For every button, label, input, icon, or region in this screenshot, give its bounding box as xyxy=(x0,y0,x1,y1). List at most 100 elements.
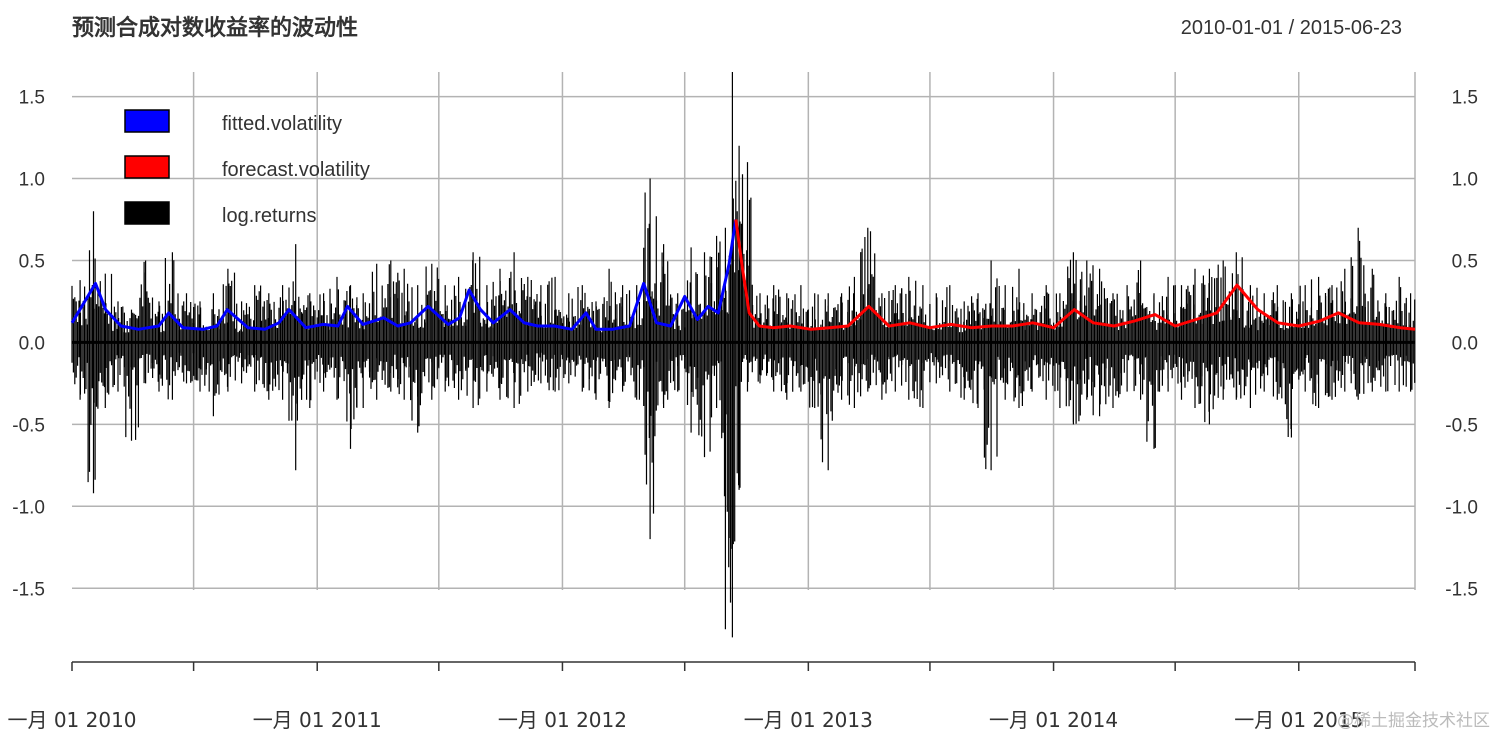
x-tick-label: 一月 01 2014 xyxy=(989,708,1118,732)
log-returns-segment xyxy=(492,268,507,400)
log-returns-segment xyxy=(834,293,849,400)
log-returns-segment xyxy=(465,252,481,408)
log-returns-segment xyxy=(643,178,657,540)
log-returns-segment xyxy=(369,263,385,400)
log-returns-segment xyxy=(1201,268,1217,425)
legend-swatch xyxy=(124,201,170,225)
legend-label: fitted.volatility xyxy=(222,113,342,135)
log-returns-segment xyxy=(164,252,180,400)
log-returns-segment xyxy=(410,285,426,433)
log-returns-segment xyxy=(752,293,768,384)
y-tick-label-left: 1.0 xyxy=(19,170,45,191)
log-returns-segment xyxy=(1053,293,1067,408)
log-returns-segment xyxy=(1160,276,1176,392)
x-tick-label: 一月 01 2013 xyxy=(744,708,873,732)
log-returns-segment xyxy=(614,285,631,392)
log-returns-segment xyxy=(260,293,277,400)
log-returns-segment xyxy=(247,285,262,392)
log-returns-segment xyxy=(479,285,494,392)
log-returns-segment xyxy=(929,293,944,384)
log-returns-segment xyxy=(1133,260,1148,400)
log-returns-segment xyxy=(288,244,303,471)
y-tick-label-right: 1.0 xyxy=(1452,170,1478,191)
log-returns-segment xyxy=(696,252,713,458)
date-range-label: 2010-01-01 / 2015-06-23 xyxy=(1181,17,1402,39)
log-returns-segment xyxy=(711,235,722,408)
log-returns-segment xyxy=(983,260,998,471)
log-returns-segment xyxy=(820,293,836,471)
log-returns-segment xyxy=(506,252,522,408)
log-returns-segment xyxy=(193,301,207,392)
log-returns-segment xyxy=(779,293,794,400)
x-tick-label: 一月 01 2012 xyxy=(498,708,627,732)
chart-title: 预测合成对数收益率的波动性 xyxy=(72,15,358,41)
log-returns-segment xyxy=(356,293,371,408)
y-tick-label-left: 0.0 xyxy=(19,333,45,354)
log-returns-segment xyxy=(1065,252,1081,425)
y-tick-label-left: -0.5 xyxy=(12,415,45,436)
log-returns-segment xyxy=(888,285,903,392)
log-returns-segment xyxy=(1270,285,1284,400)
log-returns-segment xyxy=(901,276,917,400)
log-returns-segment xyxy=(728,72,736,638)
log-returns-segment xyxy=(915,285,931,408)
y-tick-label-right: 0.5 xyxy=(1452,251,1478,272)
log-returns-segment xyxy=(1187,268,1203,408)
log-returns-segment xyxy=(438,285,452,392)
log-returns-segment xyxy=(735,145,742,490)
volatility-series xyxy=(70,219,1416,331)
legend-label: log.returns xyxy=(222,205,317,227)
log-returns-segment xyxy=(1012,268,1026,408)
log-returns-segment xyxy=(111,301,125,392)
x-axis: 一月 01 2010 一月 01 2011 一月 01 2012 一月 01 2013… xyxy=(7,661,1416,732)
log-returns-segment xyxy=(956,301,972,400)
y-tick-label-right: 1.5 xyxy=(1452,88,1478,109)
y-axis-left: 1.5 1.0 0.5 0.0 -0.5 -1.0 -1.5 xyxy=(12,88,45,601)
log-returns-segment xyxy=(178,293,195,384)
log-returns-segment xyxy=(533,285,548,384)
log-returns-segment xyxy=(520,276,535,392)
log-returns-segment xyxy=(329,276,345,400)
log-returns-segment xyxy=(205,293,221,417)
log-returns-segment xyxy=(1079,260,1094,400)
log-returns-segment xyxy=(1298,285,1312,392)
log-returns-segment xyxy=(424,263,440,400)
log-returns-segment xyxy=(1337,268,1352,392)
fitted-volatility-line xyxy=(70,219,738,331)
log-returns-segment xyxy=(1242,285,1258,408)
y-axis-right: 1.5 1.0 0.5 0.0 -0.5 -1.0 -1.5 xyxy=(1445,88,1478,601)
watermark: @稀土掘金技术社区 xyxy=(1337,711,1490,731)
log-returns-segment xyxy=(219,268,236,392)
y-tick-label-right: -1.5 xyxy=(1445,579,1478,600)
log-returns-segment xyxy=(1350,227,1366,400)
legend-swatch xyxy=(124,155,170,179)
log-returns-segment xyxy=(451,276,467,400)
log-returns-segment xyxy=(397,268,411,400)
x-tick-label: 一月 01 2010 xyxy=(7,708,136,732)
log-returns-segment xyxy=(1119,285,1135,392)
log-returns-segment xyxy=(874,293,890,400)
log-returns-segment xyxy=(561,293,576,384)
x-tick-label: 一月 01 2015 xyxy=(1234,708,1363,732)
log-returns-segment xyxy=(1283,293,1299,438)
legend-swatch xyxy=(124,109,170,133)
log-returns-segment xyxy=(942,285,958,392)
y-tick-label-left: -1.5 xyxy=(12,579,45,600)
y-tick-label-left: 0.5 xyxy=(19,251,45,272)
log-returns-series xyxy=(71,72,1416,638)
log-returns-segment xyxy=(547,276,563,392)
y-tick-label-left: -1.0 xyxy=(12,497,45,518)
log-returns-segment xyxy=(574,285,590,392)
y-tick-label-right: -1.0 xyxy=(1445,497,1478,518)
log-returns-segment xyxy=(971,293,985,408)
legend: fitted.volatility forecast.volatility log.… xyxy=(124,109,370,227)
log-returns-segment xyxy=(1391,276,1407,392)
log-returns-segment xyxy=(1105,293,1121,408)
y-tick-label-right: -0.5 xyxy=(1445,415,1478,436)
log-returns-segment xyxy=(721,227,730,630)
log-returns-segment xyxy=(301,293,317,408)
forecast-volatility-line xyxy=(734,219,1416,331)
log-returns-segment xyxy=(807,293,822,408)
legend-label: forecast.volatility xyxy=(222,159,370,181)
